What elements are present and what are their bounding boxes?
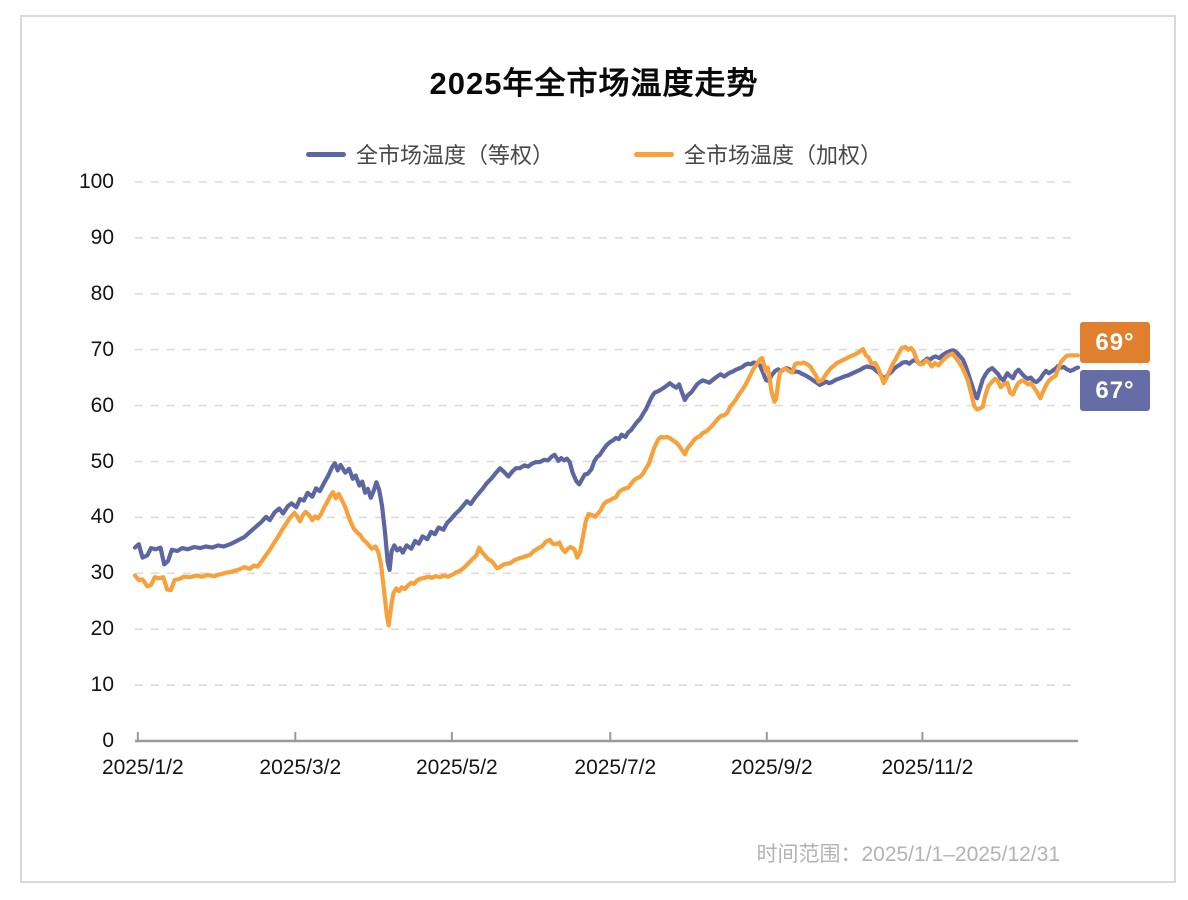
series-line-0: [132, 348, 1081, 573]
y-tick-label-0: 0: [102, 729, 114, 752]
x-tick-label-2: 2025/5/2: [415, 756, 498, 779]
legend-item-equal-weight[interactable]: 全市场温度（等权）: [305, 138, 554, 170]
end-value-badge-equal: 67°: [1080, 370, 1150, 411]
y-tick-label-60: 60: [90, 393, 114, 417]
chart-legend: 全市场温度（等权） 全市场温度（加权）: [0, 138, 1188, 170]
time-range-label: 时间范围：2025/1/1–2025/12/31: [756, 843, 1060, 866]
legend-label-equal: 全市场温度（等权）: [355, 143, 554, 168]
x-tick-label-1: 2025/3/2: [259, 756, 342, 779]
legend-item-weighted[interactable]: 全市场温度（加权）: [634, 138, 882, 170]
legend-line-swatch-weighted: [634, 151, 674, 157]
y-tick-label-30: 30: [90, 561, 114, 585]
x-tick-label-4: 2025/9/2: [730, 756, 813, 779]
legend-line-swatch-equal: [305, 151, 346, 157]
chart-frame: [20, 15, 1176, 883]
y-tick-label-20: 20: [90, 617, 114, 641]
legend-label-weighted: 全市场温度（加权）: [684, 143, 883, 168]
y-tick-label-80: 80: [90, 281, 114, 305]
y-tick-label-90: 90: [90, 225, 114, 249]
x-tick-label-3: 2025/7/2: [574, 756, 657, 779]
chart-title: 2025年全市场温度走势: [429, 66, 759, 101]
y-tick-label-40: 40: [90, 505, 114, 529]
y-tick-label-100: 100: [78, 170, 114, 193]
x-tick-label-5: 2025/11/2: [881, 756, 974, 779]
end-value-badge-weighted: 69°: [1080, 322, 1150, 363]
y-tick-label-50: 50: [90, 449, 114, 473]
series-line-1: [132, 344, 1081, 628]
x-tick-label-0: 2025/1/2: [101, 756, 184, 779]
y-tick-label-10: 10: [90, 673, 114, 697]
y-tick-label-70: 70: [90, 337, 114, 361]
